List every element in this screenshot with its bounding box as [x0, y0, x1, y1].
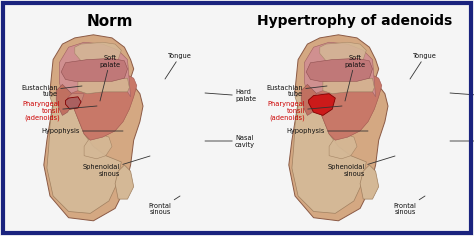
Polygon shape	[78, 78, 129, 94]
Polygon shape	[329, 134, 357, 159]
Polygon shape	[301, 84, 317, 115]
Polygon shape	[306, 58, 373, 81]
Polygon shape	[59, 42, 131, 97]
Polygon shape	[47, 94, 121, 213]
Text: Hard
palate: Hard palate	[450, 89, 474, 102]
Polygon shape	[44, 35, 143, 221]
Text: Tongue: Tongue	[165, 53, 192, 79]
Text: Hypophysis: Hypophysis	[42, 128, 123, 134]
Text: Tongue: Tongue	[410, 53, 437, 79]
Polygon shape	[304, 42, 375, 97]
Text: Norm: Norm	[87, 14, 133, 29]
Polygon shape	[320, 42, 366, 63]
Polygon shape	[309, 94, 335, 115]
Text: Hypophysis: Hypophysis	[287, 128, 368, 134]
Polygon shape	[312, 94, 329, 106]
Polygon shape	[75, 42, 121, 63]
Text: Sphenoidal
sinous: Sphenoidal sinous	[328, 156, 395, 177]
Polygon shape	[84, 134, 112, 159]
Text: Soft
palate: Soft palate	[345, 55, 365, 101]
Text: Hard
palate: Hard palate	[205, 89, 256, 102]
Text: Frontal
sinous: Frontal sinous	[393, 196, 425, 215]
Polygon shape	[56, 84, 72, 115]
Polygon shape	[314, 75, 382, 140]
Text: Nasal
cavity: Nasal cavity	[450, 135, 474, 148]
Polygon shape	[323, 78, 374, 94]
Text: Nasal
cavity: Nasal cavity	[205, 135, 255, 148]
Text: Eustachian
tube: Eustachian tube	[21, 84, 82, 97]
Polygon shape	[61, 58, 128, 81]
Text: Eustachian
tube: Eustachian tube	[266, 84, 327, 97]
Polygon shape	[360, 165, 379, 199]
Text: Frontal
sinous: Frontal sinous	[148, 196, 180, 215]
Text: Pharyngeal
tonsil
(adenoids): Pharyngeal tonsil (adenoids)	[267, 101, 342, 121]
Text: Hypertrophy of adenoids: Hypertrophy of adenoids	[257, 14, 453, 28]
Polygon shape	[289, 35, 388, 221]
Text: Soft
palate: Soft palate	[100, 55, 120, 101]
Polygon shape	[65, 97, 81, 109]
Text: Pharyngeal
tonsil
(adenoids): Pharyngeal tonsil (adenoids)	[22, 101, 97, 121]
Polygon shape	[292, 94, 366, 213]
Polygon shape	[69, 75, 137, 140]
Text: Sphenoidal
sinous: Sphenoidal sinous	[83, 156, 150, 177]
Polygon shape	[115, 165, 134, 199]
Polygon shape	[67, 94, 84, 106]
